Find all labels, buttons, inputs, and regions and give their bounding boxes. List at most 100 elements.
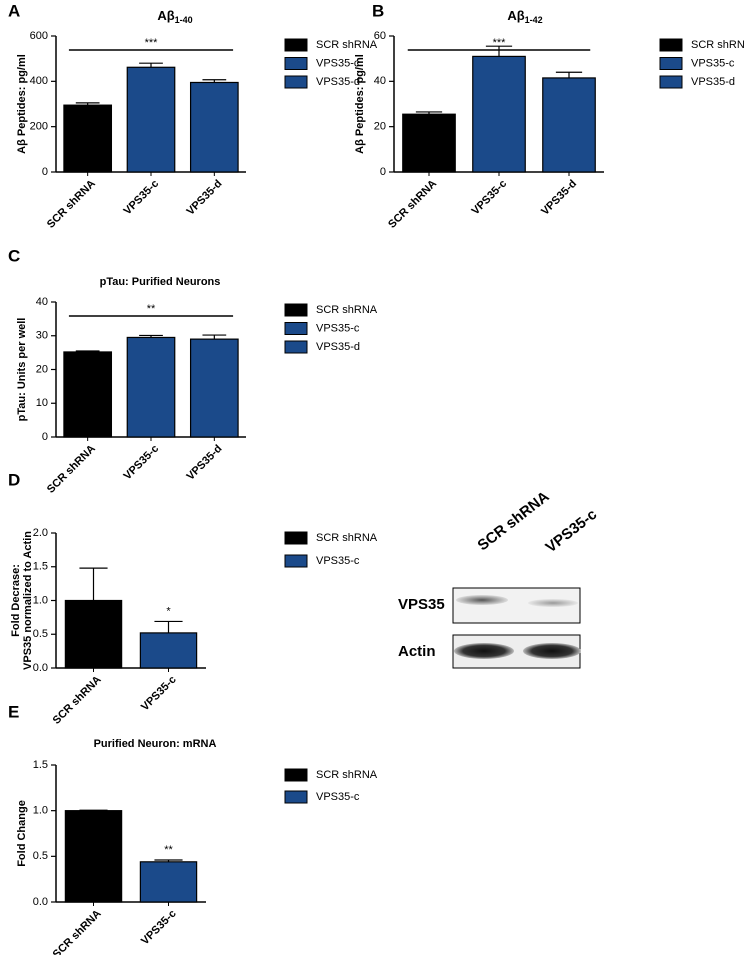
y-axis-label: pTau: Units per well: [16, 318, 28, 422]
title-text: Aβ: [157, 8, 174, 23]
error-bar: [485, 45, 513, 57]
blot-band: [456, 595, 508, 605]
y-tick-label: 1.5: [33, 561, 48, 573]
error-bar: [139, 62, 163, 68]
bar: [189, 338, 239, 438]
blot-band-label: Actin: [398, 643, 436, 660]
legend-label: SCR shRNA: [316, 304, 378, 316]
panel-letter: D: [8, 470, 20, 489]
y-tick-label: 0.5: [33, 628, 48, 640]
legend-swatch: [284, 340, 308, 354]
x-tick-label: SCR shRNA: [51, 674, 104, 727]
x-tick-label: VPS35-c: [139, 908, 179, 948]
legend-swatch: [659, 38, 683, 52]
y-tick-label: 1.0: [33, 805, 48, 817]
y-tick-label: 0.5: [33, 850, 48, 862]
bar: [126, 336, 176, 438]
legend-swatch: [659, 75, 683, 89]
error-bar: [75, 102, 100, 106]
x-tick-label: VPS35-c: [139, 674, 179, 714]
y-tick-label: 0.0: [33, 896, 48, 908]
legend-swatch: [284, 790, 308, 804]
y-tick-label: 40: [374, 75, 386, 87]
x-tick-label: VPS35-d: [184, 443, 224, 483]
title-subscript: 1-42: [525, 15, 543, 25]
y-axis-label: Aβ Peptides: pg/ml: [16, 54, 28, 154]
legend-label: VPS35-c: [691, 57, 735, 69]
y-tick-label: 2.0: [33, 527, 48, 539]
y-tick-label: 0: [42, 166, 48, 178]
significance-label: *: [166, 605, 171, 617]
blot-band: [523, 643, 581, 659]
x-tick-label: SCR shRNA: [386, 178, 439, 231]
x-tick-label: SCR shRNA: [45, 178, 98, 231]
significance-label: **: [164, 844, 173, 856]
blot-band: [454, 643, 514, 659]
legend-label: VPS35-d: [691, 76, 735, 88]
legend-label: VPS35-c: [316, 791, 360, 803]
bar: [542, 77, 596, 173]
y-tick-label: 20: [374, 121, 386, 133]
x-tick-label: SCR shRNA: [51, 908, 104, 955]
error-bar: [202, 334, 227, 340]
title-text: Purified Neuron: mRNA: [94, 738, 217, 750]
error-bar: [154, 620, 183, 633]
panel-letter: A: [8, 1, 20, 20]
bar: [189, 81, 239, 173]
legend-label: SCR shRNA: [316, 39, 378, 51]
bar: [472, 55, 526, 173]
blot-lane-label: VPS35-c: [542, 506, 600, 556]
error-bar: [202, 79, 227, 83]
y-tick-label: 30: [36, 330, 48, 342]
x-tick-label: SCR shRNA: [45, 443, 98, 496]
legend-label: SCR shRNA: [316, 532, 378, 544]
bar: [139, 632, 198, 669]
y-tick-label: 0: [380, 166, 386, 178]
bar: [126, 66, 176, 173]
y-axis-label: VPS35 normalized to Actin: [22, 531, 34, 670]
bar: [64, 810, 123, 903]
y-axis-label: Fold Change: [16, 800, 28, 867]
legend-label: VPS35-d: [316, 341, 360, 353]
y-tick-label: 400: [30, 75, 48, 87]
y-tick-label: 200: [30, 121, 48, 133]
significance-label: **: [147, 303, 156, 315]
error-bar: [555, 71, 583, 78]
panel-letter: E: [8, 702, 19, 721]
y-tick-label: 10: [36, 397, 48, 409]
chart-title: Purified Neuron: mRNA: [94, 738, 217, 750]
blot-band-label: VPS35: [398, 596, 445, 613]
x-tick-label: VPS35-c: [122, 178, 162, 218]
chart-title: Aβ1-42: [507, 8, 542, 25]
y-tick-label: 1.5: [33, 759, 48, 771]
legend-swatch: [284, 531, 308, 545]
error-bar: [154, 859, 183, 862]
legend-label: SCR shRNA: [316, 769, 378, 781]
western-blot: SCR shRNA VPS35-c VPS35 Actin: [398, 488, 600, 669]
y-tick-label: 1.0: [33, 594, 48, 606]
error-bar: [79, 567, 108, 601]
significance-label: ***: [493, 37, 507, 49]
legend-label: VPS35-d: [316, 76, 360, 88]
legend-swatch: [284, 768, 308, 782]
y-tick-label: 0.0: [33, 662, 48, 674]
legend-label: VPS35-c: [316, 322, 360, 334]
error-bar: [415, 111, 443, 115]
legend-swatch: [659, 57, 683, 70]
legend-label: VPS35-c: [316, 555, 360, 567]
error-bar: [75, 350, 100, 352]
legend-label: VPS35-c: [316, 57, 360, 69]
title-subscript: 1-40: [175, 15, 193, 25]
panel-letter: B: [372, 1, 384, 20]
y-axis-label: Fold Decrase:: [10, 564, 22, 637]
y-tick-label: 0: [42, 431, 48, 443]
y-tick-label: 20: [36, 363, 48, 375]
x-tick-label: VPS35-c: [122, 443, 162, 483]
blot-band: [528, 599, 578, 607]
chart-title: Aβ1-40: [157, 8, 192, 25]
x-tick-label: VPS35-d: [184, 178, 224, 218]
legend-swatch: [284, 38, 308, 52]
significance-label: ***: [145, 37, 159, 49]
title-text: pTau: Purified Neurons: [100, 276, 221, 288]
